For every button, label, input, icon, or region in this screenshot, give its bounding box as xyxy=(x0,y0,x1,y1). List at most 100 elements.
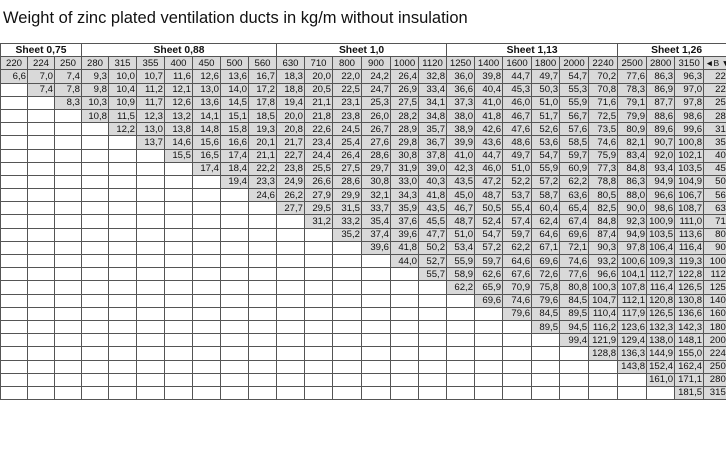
empty-cell xyxy=(54,306,82,321)
weight-cell: 122,8 xyxy=(674,267,705,282)
empty-cell xyxy=(588,385,619,401)
weight-cell: 15,5 xyxy=(164,148,193,163)
weight-cell: 79,6 xyxy=(531,293,561,308)
weight-cell: 13,0 xyxy=(192,82,221,97)
empty-cell xyxy=(108,161,137,176)
empty-cell xyxy=(220,346,249,361)
empty-cell xyxy=(418,333,448,348)
empty-cell xyxy=(474,385,504,401)
weight-cell: 96,6 xyxy=(588,267,619,282)
empty-cell xyxy=(0,214,28,229)
weight-cell: 53,7 xyxy=(502,188,533,203)
weight-cell: 21,1 xyxy=(247,148,278,163)
empty-cell xyxy=(27,161,55,176)
weight-cell: 46,0 xyxy=(502,95,533,110)
empty-cell xyxy=(81,122,109,137)
weight-cell: 34,8 xyxy=(418,108,448,124)
weight-cell: 62,2 xyxy=(559,174,590,190)
empty-cell xyxy=(502,372,533,387)
weight-cell: 55,9 xyxy=(446,253,476,269)
weight-cell: 65,9 xyxy=(474,280,504,295)
empty-cell xyxy=(502,359,533,374)
weight-cell: 30,8 xyxy=(390,148,420,163)
weight-cell: 112,7 xyxy=(646,267,676,282)
weight-cell: 74,6 xyxy=(588,135,619,150)
empty-cell xyxy=(164,161,193,176)
weight-cell: 94,9 xyxy=(617,227,648,242)
weight-cell: 15,1 xyxy=(220,108,249,124)
weight-cell: 14,6 xyxy=(164,135,193,150)
empty-cell xyxy=(304,280,334,295)
weight-cell: 9,8 xyxy=(81,82,109,97)
empty-cell xyxy=(0,333,28,348)
weight-cell: 77,3 xyxy=(588,161,619,176)
empty-cell xyxy=(276,306,306,321)
empty-cell xyxy=(54,108,82,124)
weight-cell: 52,2 xyxy=(502,174,533,190)
empty-cell xyxy=(446,385,476,401)
weight-cell: 32,8 xyxy=(418,69,448,84)
weight-cell: 38,0 xyxy=(446,108,476,124)
weight-cell: 52,4 xyxy=(474,214,504,229)
width-header-cell: 224 xyxy=(27,56,55,71)
empty-cell xyxy=(108,201,137,216)
empty-cell xyxy=(27,372,55,387)
empty-cell xyxy=(446,346,476,361)
weight-cell: 67,6 xyxy=(502,267,533,282)
weight-cell: 12,2 xyxy=(108,122,137,137)
weight-cell: 10,7 xyxy=(136,69,165,84)
empty-cell xyxy=(108,333,137,348)
empty-cell xyxy=(81,359,109,374)
empty-cell xyxy=(304,227,334,242)
empty-cell xyxy=(27,135,55,150)
weight-cell: 23,8 xyxy=(276,161,306,176)
empty-cell xyxy=(81,267,109,282)
sheet-group-header: Sheet 1,13 xyxy=(446,42,619,58)
table-row: 31,2 33,2 35,4 37,6 45,5 48,7 52,4 57,4 62,4 67,4… xyxy=(0,214,726,229)
weight-cell: 106,7 xyxy=(674,188,705,203)
weight-cell: 13,0 xyxy=(136,122,165,137)
empty-cell xyxy=(247,346,278,361)
weight-cell: 18,5 xyxy=(247,108,278,124)
weight-cell: 17,2 xyxy=(247,82,278,97)
weight-cell: 26,9 xyxy=(390,82,420,97)
weight-cell: 72,6 xyxy=(531,267,561,282)
weight-cell: 143,8 xyxy=(617,359,648,374)
weight-cell: 10,3 xyxy=(81,95,109,110)
weight-cell: 90,3 xyxy=(588,240,619,256)
weight-cell: 75,8 xyxy=(531,280,561,295)
empty-cell xyxy=(108,359,137,374)
empty-cell xyxy=(54,201,82,216)
weight-cell: 28,2 xyxy=(390,108,420,124)
weight-cell: 58,7 xyxy=(531,188,561,203)
empty-cell xyxy=(0,82,28,97)
empty-cell xyxy=(27,240,55,256)
empty-cell xyxy=(418,385,448,401)
empty-cell xyxy=(332,333,363,348)
empty-cell xyxy=(276,359,306,374)
empty-cell xyxy=(474,372,504,387)
empty-cell xyxy=(192,280,221,295)
empty-cell xyxy=(0,319,28,335)
empty-cell xyxy=(108,385,137,401)
empty-cell xyxy=(304,240,334,256)
empty-cell xyxy=(304,359,334,374)
weight-cell: 97,8 xyxy=(674,95,705,110)
weight-cell: 70,2 xyxy=(588,69,619,84)
weight-cell: 20,5 xyxy=(304,82,334,97)
empty-cell xyxy=(276,319,306,335)
empty-cell xyxy=(304,385,334,401)
empty-cell xyxy=(192,214,221,229)
width-header-cell: 250 xyxy=(54,56,82,71)
table-row: 6,6 7,0 7,4 9,3 10,0 10,7 11,6 12,6 13,6 16,7 18,3… xyxy=(0,69,726,84)
weight-cell: 15,8 xyxy=(220,122,249,137)
weight-cell: 31,9 xyxy=(390,161,420,176)
empty-cell xyxy=(0,122,28,137)
empty-cell xyxy=(27,214,55,229)
weight-cell: 55,9 xyxy=(559,95,590,110)
weight-cell: 29,8 xyxy=(390,135,420,150)
empty-cell xyxy=(220,240,249,256)
empty-cell xyxy=(220,201,249,216)
empty-cell xyxy=(136,240,165,256)
empty-cell xyxy=(247,385,278,401)
